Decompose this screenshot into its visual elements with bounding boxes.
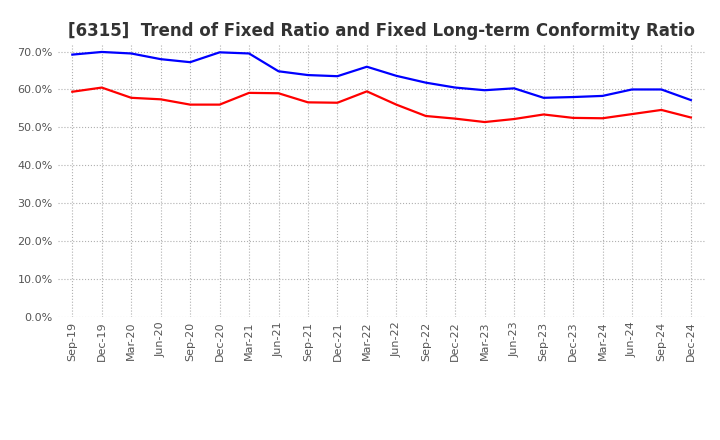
Fixed Ratio: [539, 95, 548, 100]
Fixed Long-term Conformity Ratio: [480, 119, 489, 125]
Fixed Long-term Conformity Ratio: [333, 100, 342, 105]
Fixed Ratio: [274, 69, 283, 74]
Fixed Long-term Conformity Ratio: [304, 100, 312, 105]
Fixed Long-term Conformity Ratio: [215, 102, 224, 107]
Fixed Ratio: [392, 73, 400, 78]
Fixed Ratio: [186, 59, 194, 65]
Fixed Long-term Conformity Ratio: [274, 91, 283, 96]
Fixed Ratio: [657, 87, 666, 92]
Fixed Long-term Conformity Ratio: [628, 111, 636, 117]
Fixed Long-term Conformity Ratio: [156, 97, 165, 102]
Fixed Long-term Conformity Ratio: [687, 115, 696, 120]
Fixed Long-term Conformity Ratio: [186, 102, 194, 107]
Fixed Ratio: [97, 49, 106, 55]
Fixed Long-term Conformity Ratio: [392, 102, 400, 107]
Fixed Ratio: [480, 88, 489, 93]
Fixed Ratio: [628, 87, 636, 92]
Fixed Ratio: [421, 80, 430, 85]
Fixed Long-term Conformity Ratio: [421, 114, 430, 119]
Line: Fixed Ratio: Fixed Ratio: [72, 52, 691, 100]
Fixed Ratio: [687, 97, 696, 103]
Line: Fixed Long-term Conformity Ratio: Fixed Long-term Conformity Ratio: [72, 88, 691, 122]
Fixed Long-term Conformity Ratio: [539, 112, 548, 117]
Fixed Ratio: [569, 95, 577, 100]
Fixed Ratio: [127, 51, 135, 56]
Fixed Ratio: [333, 73, 342, 79]
Fixed Long-term Conformity Ratio: [68, 89, 76, 94]
Fixed Long-term Conformity Ratio: [598, 116, 607, 121]
Fixed Long-term Conformity Ratio: [245, 90, 253, 95]
Fixed Ratio: [598, 93, 607, 99]
Fixed Ratio: [245, 51, 253, 56]
Fixed Long-term Conformity Ratio: [451, 116, 459, 121]
Fixed Ratio: [304, 73, 312, 78]
Fixed Ratio: [68, 52, 76, 57]
Fixed Long-term Conformity Ratio: [569, 115, 577, 121]
Fixed Ratio: [451, 85, 459, 90]
Fixed Long-term Conformity Ratio: [127, 95, 135, 100]
Fixed Ratio: [363, 64, 372, 70]
Fixed Ratio: [156, 56, 165, 62]
Fixed Long-term Conformity Ratio: [97, 85, 106, 90]
Fixed Long-term Conformity Ratio: [510, 116, 518, 121]
Fixed Ratio: [510, 86, 518, 91]
Fixed Ratio: [215, 50, 224, 55]
Fixed Long-term Conformity Ratio: [657, 107, 666, 113]
Title: [6315]  Trend of Fixed Ratio and Fixed Long-term Conformity Ratio: [6315] Trend of Fixed Ratio and Fixed Lo…: [68, 22, 695, 40]
Fixed Long-term Conformity Ratio: [363, 89, 372, 94]
